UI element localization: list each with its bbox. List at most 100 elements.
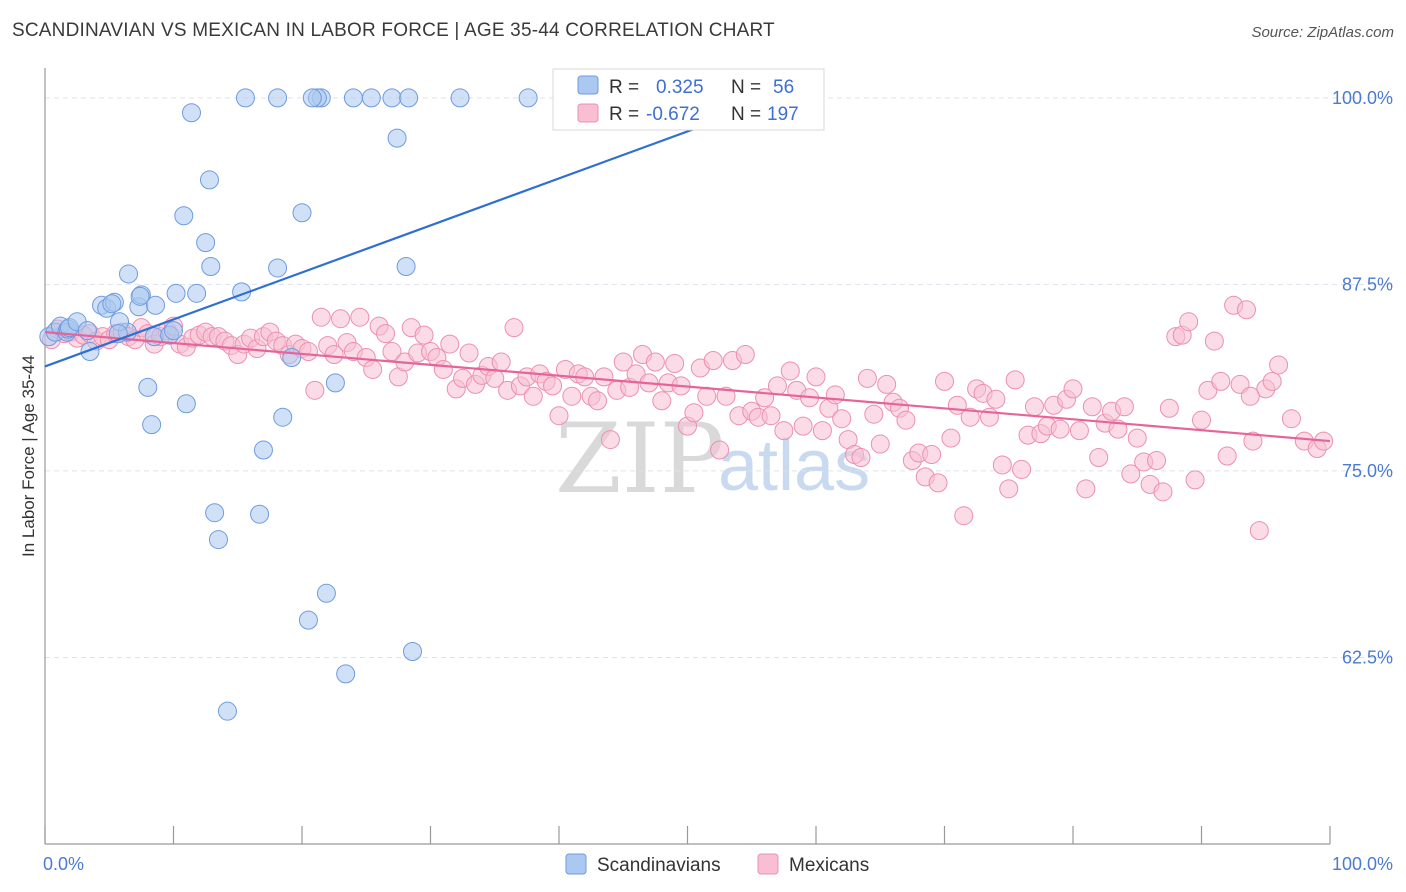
scandinavians-point	[302, 88, 322, 108]
stats-n-label-scandinavians: N =	[731, 77, 761, 98]
mexicans-point	[774, 421, 794, 441]
mexicans-point	[832, 409, 852, 429]
x-tick-label: 0.0%	[43, 854, 84, 874]
scandinavians-point	[174, 206, 194, 226]
mexicans-point	[735, 345, 755, 365]
mexicans-point	[954, 506, 974, 526]
mexicans-point	[1121, 464, 1141, 484]
mexicans-point	[1185, 470, 1205, 490]
mexicans-point	[1243, 431, 1263, 451]
mexicans-point	[877, 374, 897, 394]
mexicans-point	[1159, 398, 1179, 418]
mexicans-point	[600, 430, 620, 450]
mexicans-point	[1217, 446, 1237, 466]
source-credit: Source: ZipAtlas.com	[1251, 24, 1394, 41]
mexicans-point	[812, 421, 832, 441]
y-tick-label: 62.5%	[1342, 647, 1393, 667]
mexicans-point	[1153, 482, 1173, 502]
mexicans-point	[1082, 397, 1102, 417]
mexicans-point	[594, 367, 614, 387]
mexicans-point	[298, 342, 318, 362]
x-tick-label: 100.0%	[1332, 854, 1393, 874]
mexicans-point	[922, 445, 942, 465]
mexicans-point	[1179, 312, 1199, 332]
mexicans-point	[523, 386, 543, 406]
mexicans-point	[1204, 331, 1224, 351]
mexicans-point	[1269, 355, 1289, 375]
scandinavians-point	[343, 88, 363, 108]
x-tick-labels: 0.0% 100.0%	[43, 854, 1393, 874]
y-tick-label: 75.0%	[1342, 461, 1393, 481]
mexicans-point	[1089, 447, 1109, 467]
scandinavians-point	[208, 530, 228, 550]
mexicans-point	[684, 403, 704, 423]
gridlines	[45, 97, 1395, 658]
mexicans-point	[543, 376, 563, 396]
mexicans-point	[331, 309, 351, 329]
stats-n-value-mexicans: 197	[767, 104, 799, 125]
mexicans-point	[703, 350, 723, 370]
scandinavians-point	[518, 88, 538, 108]
mexicans-point	[1050, 419, 1070, 439]
scandinavians-point	[387, 128, 407, 148]
scandinavians-point	[166, 283, 186, 303]
mexicans-points	[41, 295, 1334, 541]
mexicans-point	[491, 352, 511, 372]
mexicans-point	[935, 371, 954, 391]
mexicans-point	[1063, 379, 1083, 399]
scandinavians-point	[187, 283, 207, 303]
axes	[44, 68, 1331, 845]
mexicans-point	[652, 391, 672, 411]
mexicans-point	[1211, 371, 1231, 391]
y-tick-labels: 62.5% 75.0% 87.5% 100.0%	[1332, 88, 1393, 668]
mexicans-point	[767, 376, 787, 396]
scandinavians-point	[273, 407, 293, 427]
scandinavians-point	[235, 88, 255, 108]
mexicans-point	[1005, 370, 1025, 390]
mexicans-point	[716, 386, 736, 406]
mexicans-point	[960, 407, 980, 427]
mexicans-point	[1249, 521, 1269, 541]
mexicans-point	[350, 307, 370, 327]
scandinavians-point	[217, 701, 237, 721]
scandinavians-point	[282, 348, 302, 368]
mexicans-point	[1024, 397, 1044, 417]
mexicans-point	[825, 385, 845, 405]
mexicans-point	[305, 380, 325, 400]
legend-label-mexicans: Mexicans	[789, 855, 869, 876]
stats-legend-swatch-scandinavians	[577, 75, 599, 95]
scandinavians-point	[361, 88, 381, 108]
mexicans-point	[761, 406, 781, 426]
scandinavians-point	[201, 256, 221, 276]
legend-swatch-mexicans	[757, 853, 779, 875]
scandinavians-point	[292, 203, 312, 223]
mexicans-point	[999, 479, 1019, 499]
scandinavians-point	[142, 415, 162, 435]
stats-r-value-scandinavians: 0.325	[656, 77, 704, 98]
stats-legend-swatch-mexicans	[577, 103, 599, 123]
mexicans-point	[864, 404, 884, 424]
mexicans-point	[311, 307, 331, 327]
stats-n-label-mexicans: N =	[731, 104, 761, 125]
mexicans-point	[928, 473, 948, 493]
mexicans-trend-line	[44, 331, 1331, 443]
scandinavians-point	[253, 440, 273, 460]
mexicans-point	[1069, 421, 1089, 441]
mexicans-point	[697, 386, 717, 406]
watermark: ZIP atlas	[555, 403, 870, 515]
mexicans-point	[780, 361, 800, 381]
scandinavians-point	[146, 295, 166, 315]
scandinavians-point	[130, 286, 150, 306]
scandinavians-point	[164, 321, 183, 341]
mexicans-point	[549, 406, 569, 426]
mexicans-point	[1240, 386, 1260, 406]
y-axis-label: In Labor Force | Age 35-44	[19, 355, 38, 557]
scandinavians-point	[396, 256, 416, 276]
mexicans-point	[376, 324, 396, 344]
scandinavians-point	[102, 294, 122, 314]
scandinavians-point	[268, 88, 288, 108]
mexicans-point	[941, 428, 961, 448]
mexicans-point	[613, 352, 633, 372]
mexicans-point	[806, 367, 826, 387]
mexicans-point	[665, 353, 685, 373]
